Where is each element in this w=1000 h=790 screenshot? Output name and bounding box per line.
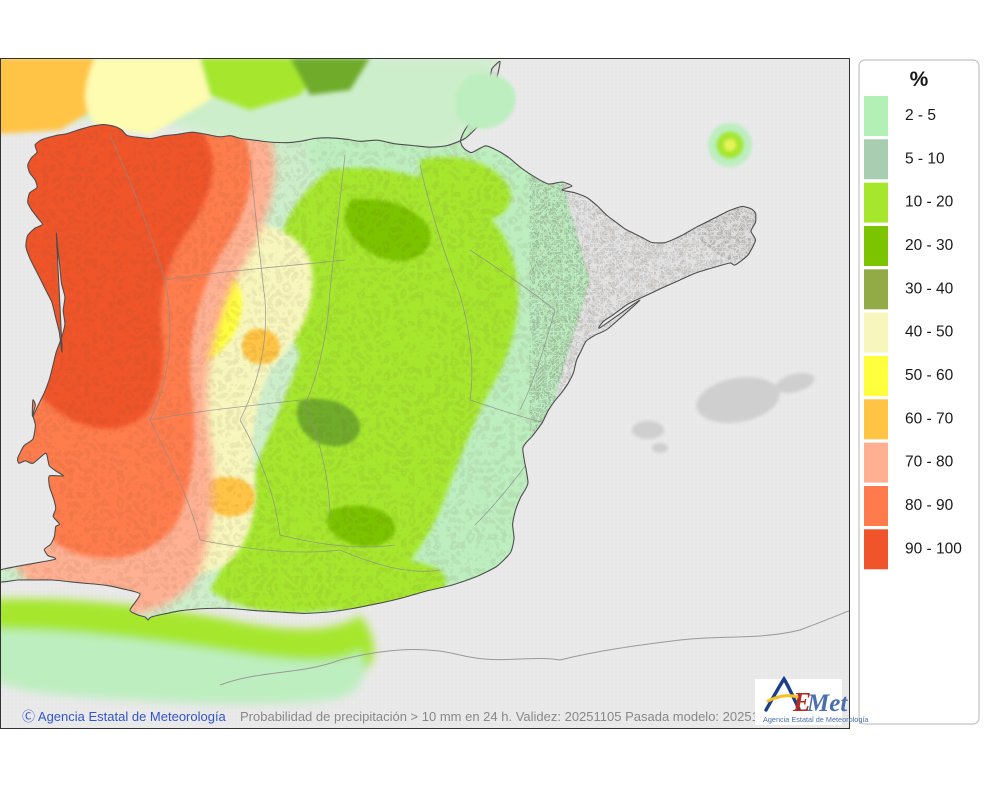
svg-text:10 - 20: 10 - 20 [905, 194, 954, 211]
svg-text:2 - 5: 2 - 5 [905, 107, 936, 124]
svg-text:Met: Met [806, 690, 848, 717]
svg-text:70 - 80: 70 - 80 [905, 454, 954, 471]
svg-text:90 - 100: 90 - 100 [905, 540, 962, 557]
svg-text:Probabilidad de precipitación: Probabilidad de precipitación > 10 mm en… [240, 709, 794, 724]
svg-text:20 - 30: 20 - 30 [905, 237, 954, 254]
svg-text:%: % [910, 68, 929, 91]
svg-text:80 - 90: 80 - 90 [905, 497, 954, 514]
svg-text:30 - 40: 30 - 40 [905, 280, 954, 297]
svg-text:40 - 50: 40 - 50 [905, 324, 954, 341]
svg-text:Agencia Estatal de Meteorologí: Agencia Estatal de Meteorología [763, 715, 869, 724]
svg-text:5 - 10: 5 - 10 [905, 150, 945, 167]
svg-text:Ⓒ Agencia Estatal de Meteorolo: Ⓒ Agencia Estatal de Meteorología [22, 709, 227, 724]
svg-text:60 - 70: 60 - 70 [905, 410, 954, 427]
svg-text:50 - 60: 50 - 60 [905, 367, 954, 384]
